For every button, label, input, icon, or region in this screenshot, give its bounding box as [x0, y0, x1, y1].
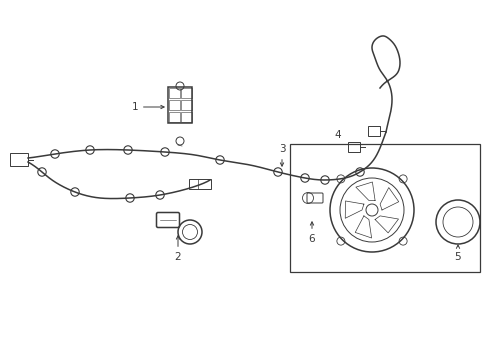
Text: 3: 3: [278, 144, 285, 166]
Bar: [169, 88, 180, 98]
Text: 2: 2: [174, 236, 181, 262]
Bar: [347, 142, 359, 152]
Bar: [10, 153, 28, 166]
Text: 6: 6: [308, 222, 315, 244]
Bar: [181, 100, 192, 110]
Bar: [367, 126, 379, 136]
Bar: [181, 88, 192, 98]
Bar: [168, 87, 192, 123]
Bar: [169, 112, 180, 122]
Text: 1: 1: [131, 102, 164, 112]
Bar: [289, 144, 479, 272]
Bar: [189, 179, 210, 189]
Bar: [181, 112, 192, 122]
Text: 5: 5: [454, 245, 460, 262]
Text: 4: 4: [334, 130, 341, 140]
Bar: [169, 100, 180, 110]
